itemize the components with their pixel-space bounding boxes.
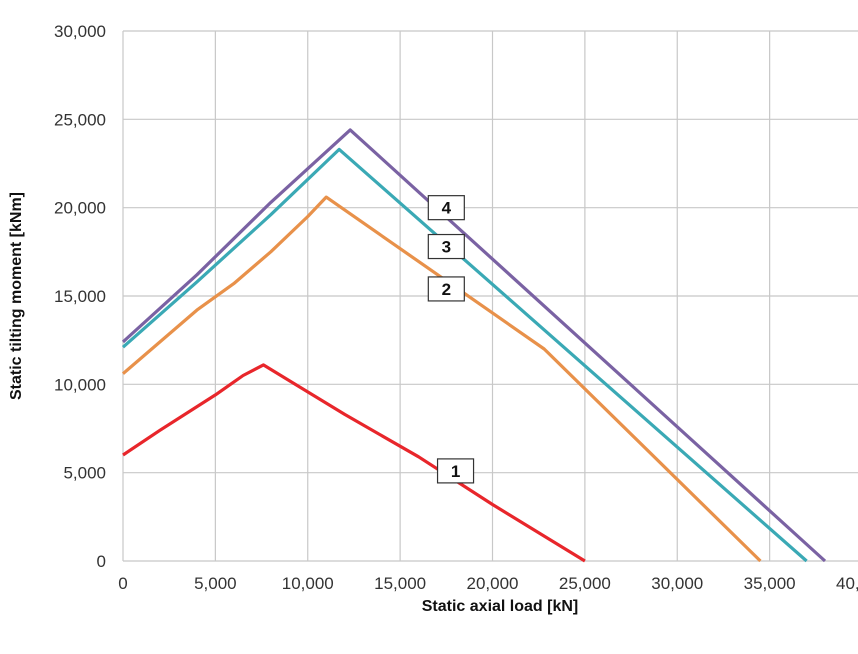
series-label-box-2: 2 bbox=[427, 276, 465, 302]
series-line-1 bbox=[122, 363, 586, 563]
x-tick-label: 30,000 bbox=[651, 574, 703, 593]
series-line-3 bbox=[121, 147, 808, 563]
x-tick-label: 10,000 bbox=[282, 574, 334, 593]
y-tick-label: 0 bbox=[97, 552, 106, 571]
y-axis-ticks: 0 5,000 10,000 15,000 20,000 25,000 30,000 bbox=[54, 22, 106, 571]
y-tick-label: 30,000 bbox=[54, 22, 106, 41]
y-tick-label: 25,000 bbox=[54, 110, 106, 129]
x-tick-label: 20,000 bbox=[467, 574, 519, 593]
x-tick-label: 5,000 bbox=[194, 574, 237, 593]
series-label-text: 1 bbox=[451, 462, 460, 481]
x-axis-ticks: 0 5,000 10,000 15,000 20,000 25,000 30,000 35,0… bbox=[118, 574, 858, 593]
x-axis-title: Static axial load [kN] bbox=[422, 598, 579, 615]
series-label-box-1: 1 bbox=[436, 458, 475, 484]
series-label-text: 2 bbox=[442, 280, 451, 299]
y-tick-label: 5,000 bbox=[63, 464, 106, 483]
series-label-frame bbox=[427, 276, 465, 302]
x-tick-label: 25,000 bbox=[559, 574, 611, 593]
series-label-frame bbox=[427, 233, 465, 260]
series-label-frame bbox=[427, 195, 465, 221]
series-label-box-3: 3 bbox=[427, 233, 465, 260]
series-lines bbox=[121, 128, 827, 563]
x-tick-label: 0 bbox=[118, 574, 127, 593]
series-line-2 bbox=[121, 195, 762, 563]
x-tick-label: 40,0 bbox=[836, 574, 858, 593]
grid bbox=[122, 30, 858, 562]
series-labels: 1 2 3 4 bbox=[427, 195, 475, 484]
y-tick-label: 20,000 bbox=[54, 199, 106, 218]
series-label-text: 4 bbox=[442, 199, 452, 218]
y-tick-label: 10,000 bbox=[54, 375, 106, 394]
series-line-4 bbox=[121, 128, 827, 563]
series-label-text: 3 bbox=[442, 238, 451, 257]
series-label-frame bbox=[436, 458, 475, 484]
y-axis-title: Static tilting moment [kNm] bbox=[8, 192, 25, 400]
series-label-box-4: 4 bbox=[427, 195, 465, 221]
y-tick-label: 15,000 bbox=[54, 287, 106, 306]
x-tick-label: 35,000 bbox=[744, 574, 796, 593]
x-tick-label: 15,000 bbox=[374, 574, 426, 593]
